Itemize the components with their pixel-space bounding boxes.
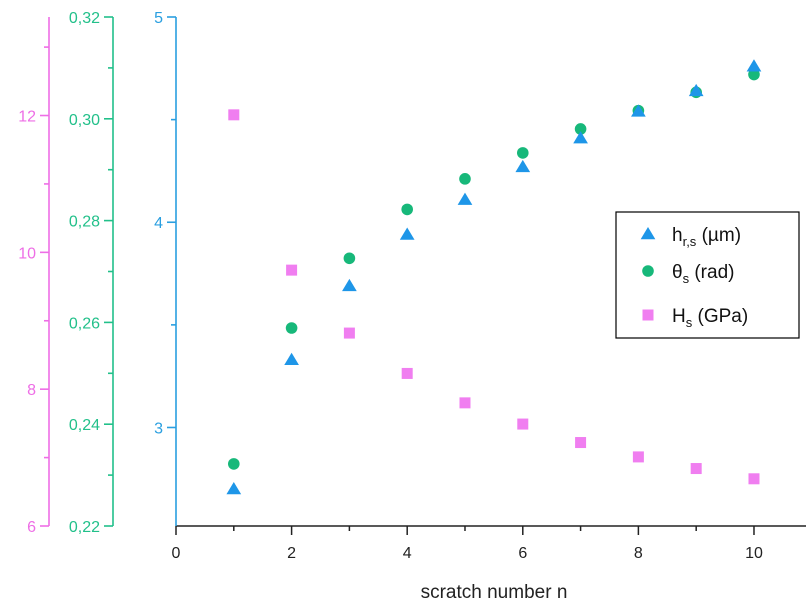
axes-layer: 0 2 4 6 8 10 3 4 5 0,22 0,24 0,26 0,28 0,30 0,32 6 8 10 12 <box>18 10 806 562</box>
legend-label-h: hr,s (µm) <box>672 225 741 249</box>
y-tick-label-H: 8 <box>27 382 36 399</box>
data-point-h <box>746 59 762 72</box>
data-point-h <box>226 482 242 495</box>
data-point-theta <box>227 458 240 470</box>
legend: hr,s (µm) θs (rad) Hs (GPa) <box>615 211 800 339</box>
x-tick-label: 2 <box>287 545 296 562</box>
data-point-h <box>515 159 531 173</box>
data-point-H <box>228 109 240 121</box>
legend-label-H: Hs (GPa) <box>672 306 748 330</box>
y-tick-label-h: 5 <box>154 10 163 27</box>
legend-marker-H <box>642 309 654 321</box>
data-point-h <box>573 131 588 144</box>
x-tick-label: 4 <box>403 545 412 562</box>
y-tick-label-theta: 0,24 <box>69 417 100 434</box>
data-point-h <box>399 227 415 240</box>
data-point-h <box>631 104 646 117</box>
data-point-theta <box>285 322 298 334</box>
data-point-h <box>457 192 473 205</box>
x-tick-label: 8 <box>634 545 643 562</box>
y-tick-label-theta: 0,26 <box>69 315 100 332</box>
legend-label-theta: θs (rad) <box>672 262 734 286</box>
data-point-H <box>459 397 471 409</box>
data-point-theta <box>516 147 529 159</box>
y-tick-label-theta: 0,32 <box>69 10 100 27</box>
y-tick-label-theta: 0,22 <box>69 519 100 536</box>
data-point-theta <box>748 68 760 81</box>
y-tick-label-H: 10 <box>18 245 36 262</box>
data-point-H <box>286 264 298 276</box>
data-point-H <box>690 463 702 475</box>
data-point-theta <box>574 123 587 135</box>
x-axis-title: scratch number n <box>421 582 568 603</box>
data-point-h <box>342 278 357 292</box>
data-point-H <box>343 327 355 339</box>
data-point-theta <box>401 203 413 216</box>
y-tick-label-h: 3 <box>154 420 163 437</box>
data-point-H <box>401 367 413 379</box>
y-tick-label-theta: 0,28 <box>69 214 100 231</box>
marks-layer <box>226 59 762 495</box>
x-tick-label: 10 <box>745 545 763 562</box>
data-point-H <box>748 473 760 485</box>
data-point-H <box>575 437 587 449</box>
data-point-h <box>688 83 704 97</box>
data-point-theta <box>459 173 471 185</box>
y-tick-label-h: 4 <box>154 215 163 232</box>
x-tick-label: 6 <box>518 545 527 562</box>
y-tick-label-H: 6 <box>27 519 36 536</box>
data-point-H <box>632 451 644 463</box>
legend-marker-theta <box>642 265 654 277</box>
data-point-h <box>284 352 299 366</box>
data-point-theta <box>343 252 356 265</box>
x-tick-label: 0 <box>172 545 181 562</box>
y-tick-label-theta: 0,30 <box>69 112 100 129</box>
legend-marker-h <box>640 227 656 240</box>
y-tick-label-H: 12 <box>18 109 36 126</box>
data-point-H <box>517 418 529 430</box>
